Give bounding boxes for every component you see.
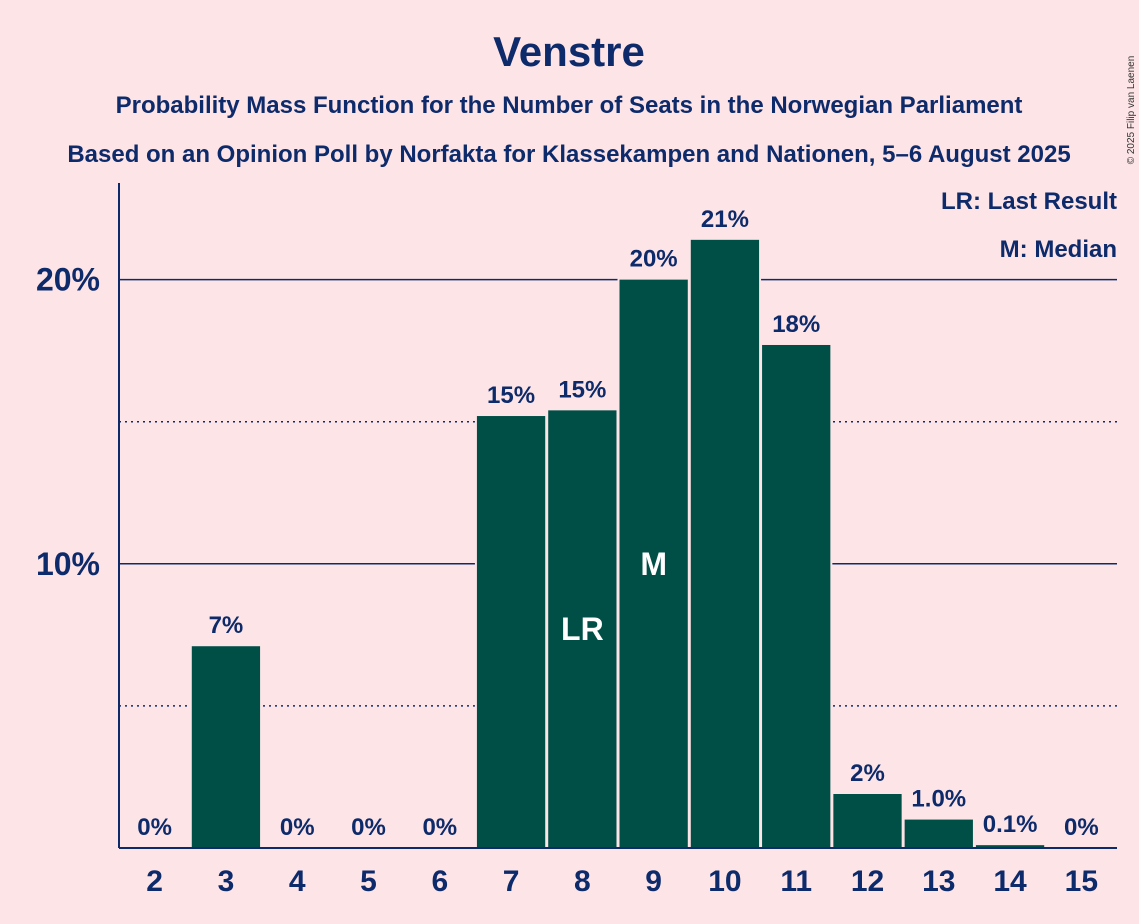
x-tick-label: 9 (645, 865, 662, 898)
value-label: 20% (630, 246, 678, 273)
value-label: 15% (558, 376, 606, 403)
bar-12 (833, 794, 902, 848)
value-label: 0% (280, 814, 315, 841)
axes: 10% 20% (36, 183, 1117, 849)
chart-subtitle: Probability Mass Function for the Number… (116, 92, 1023, 119)
y-tick-label: 10% (36, 546, 100, 582)
x-tick-label: 13 (922, 865, 955, 898)
x-tick-label: 10 (708, 865, 741, 898)
chart-source: Based on an Opinion Poll by Norfakta for… (67, 141, 1070, 168)
x-tick-label: 15 (1065, 865, 1098, 898)
copyright-notice: © 2025 Filip van Laenen (1126, 56, 1137, 165)
bar-10 (690, 239, 760, 849)
bar-marker-lr: LR (561, 611, 604, 647)
value-label: 18% (772, 311, 820, 338)
value-label: 2% (850, 760, 885, 787)
value-label: 0% (137, 814, 172, 841)
value-label: 15% (487, 382, 535, 409)
value-label: 0% (351, 814, 386, 841)
x-tick-label: 2 (146, 865, 163, 898)
x-tick-label: 5 (360, 865, 377, 898)
value-label: 0% (422, 814, 457, 841)
x-tick-label: 11 (780, 865, 812, 898)
bars: 0% 2 7% 3 0% 4 0% 5 0% 6 15% 7 15% LR 8 20% M 9 21% 10 18% 11… (137, 206, 1098, 898)
x-tick-label: 6 (431, 865, 448, 898)
x-tick-label: 8 (574, 865, 591, 898)
bar-7 (476, 416, 546, 848)
x-tick-label: 12 (851, 865, 884, 898)
bar-11 (762, 344, 831, 848)
value-label: 1.0% (911, 786, 966, 813)
chart-title: Venstre (493, 28, 645, 75)
bar-3 (191, 646, 261, 848)
bar-14 (975, 845, 1045, 848)
x-tick-label: 7 (503, 865, 520, 898)
value-label: 21% (701, 206, 749, 233)
bar-13 (904, 819, 973, 848)
bar-8 (548, 410, 617, 848)
value-label: 0% (1064, 814, 1099, 841)
bar-9 (619, 279, 688, 849)
value-label: 0.1% (983, 811, 1038, 838)
legend-median: M: Median (1000, 236, 1117, 263)
x-tick-label: 4 (289, 865, 306, 898)
x-tick-label: 14 (993, 865, 1027, 898)
legend-last-result: LR: Last Result (941, 188, 1117, 215)
value-label: 7% (209, 612, 244, 639)
bar-marker-m: M (640, 546, 667, 582)
y-tick-label: 20% (36, 262, 100, 298)
x-tick-label: 3 (218, 865, 235, 898)
